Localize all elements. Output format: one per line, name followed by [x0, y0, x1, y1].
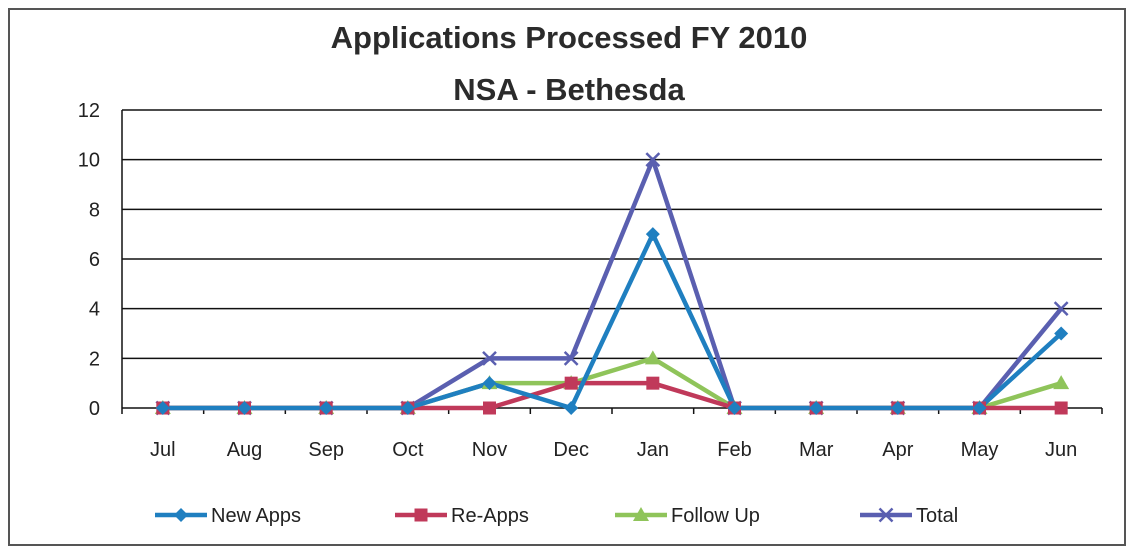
- y-tick-label: 6: [89, 249, 100, 271]
- x-tick-label: Jun: [1045, 439, 1077, 461]
- data-point-new-apps: [237, 401, 252, 415]
- legend-marker: [414, 508, 428, 522]
- x-tick-label: Apr: [882, 439, 913, 461]
- y-tick-label: 10: [78, 150, 100, 172]
- x-tick-label: Feb: [717, 439, 751, 461]
- data-point-re-apps: [564, 376, 578, 390]
- data-point-follow-up: [1053, 375, 1070, 390]
- data-point-new-apps: [809, 401, 824, 415]
- legend-label: Total: [916, 505, 958, 527]
- data-point-re-apps: [483, 401, 496, 415]
- data-point-new-apps: [727, 401, 742, 415]
- data-point-new-apps: [645, 227, 660, 242]
- y-tick-label: 0: [89, 398, 100, 420]
- y-tick-label: 2: [89, 348, 100, 370]
- x-tick-label: Aug: [227, 439, 263, 461]
- data-point-new-apps: [155, 401, 170, 415]
- legend-marker: [878, 507, 894, 523]
- y-tick-label: 4: [89, 299, 100, 321]
- x-tick-label: Nov: [472, 439, 508, 461]
- data-point-total: [1053, 301, 1069, 317]
- data-point-new-apps: [400, 401, 415, 415]
- data-point-total: [482, 350, 497, 366]
- legend-marker: [174, 508, 188, 522]
- legend-label: Follow Up: [671, 505, 760, 527]
- data-point-re-apps: [646, 376, 660, 390]
- x-tick-label: Mar: [799, 439, 834, 461]
- x-tick-label: Dec: [553, 439, 589, 461]
- x-tick-label: Jul: [150, 439, 176, 461]
- legend-marker: [633, 507, 649, 521]
- data-point-new-apps: [972, 401, 987, 415]
- legend-label: Re-Apps: [451, 505, 529, 527]
- x-tick-label: Jan: [637, 439, 669, 461]
- y-tick-label: 8: [89, 199, 100, 221]
- data-point-total: [645, 152, 661, 168]
- x-tick-label: Oct: [392, 439, 424, 461]
- chart-frame: [8, 8, 1126, 546]
- x-tick-label: Sep: [308, 439, 344, 461]
- data-point-re-apps: [1054, 401, 1068, 415]
- data-point-total: [563, 350, 579, 366]
- data-point-new-apps: [1054, 326, 1069, 341]
- legend-label: New Apps: [211, 505, 301, 527]
- x-tick-label: May: [961, 439, 999, 461]
- series-line-re-apps: [162, 380, 1062, 411]
- y-tick-label: 12: [78, 100, 100, 122]
- data-point-follow-up: [644, 350, 661, 365]
- data-point-new-apps: [890, 401, 905, 415]
- data-point-new-apps: [319, 401, 334, 415]
- series-line-new-apps: [162, 231, 1063, 411]
- chart-title: Applications Processed FY 2010: [330, 20, 808, 55]
- data-point-new-apps: [482, 376, 497, 391]
- chart-subtitle: NSA - Bethesda: [453, 72, 685, 107]
- data-point-new-apps: [564, 401, 579, 415]
